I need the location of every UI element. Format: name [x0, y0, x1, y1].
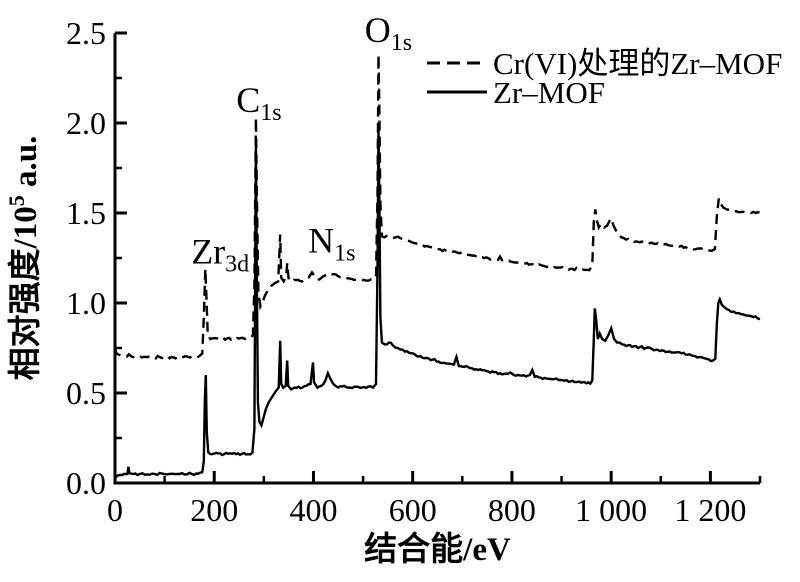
x-axis-tick-label: 400	[289, 492, 337, 528]
y-axis-title: 相对强度/105 a.u.	[4, 136, 44, 381]
x-axis-tick-label: 800	[488, 492, 536, 528]
y-axis-tick-label: 0.0	[66, 465, 106, 501]
peak-label-zr3d: Zr3d	[191, 231, 249, 277]
x-axis-title: 结合能/eV	[364, 531, 511, 568]
x-axis-tick-label: 1 200	[674, 492, 746, 528]
y-axis-tick-label: 2.0	[66, 105, 106, 141]
y-axis-tick-label: 1.5	[66, 195, 106, 231]
y-axis-tick-label: 1.0	[66, 285, 106, 321]
x-axis-tick-label: 1 000	[575, 492, 647, 528]
peak-label-o1s: O1s	[365, 10, 412, 56]
x-axis-tick-label: 600	[389, 492, 437, 528]
y-axis-tick-label: 0.5	[66, 375, 106, 411]
series-zr-mof	[113, 128, 761, 484]
legend-label-solid: Zr–MOF	[493, 75, 605, 110]
y-axis-tick-label: 2.5	[66, 15, 106, 51]
x-axis-tick-label: 200	[190, 492, 238, 528]
legend-label-dashed: Cr(VI)处理的Zr–MOF	[493, 46, 782, 81]
peak-label-n1s: N1s	[308, 221, 355, 267]
series-cr-treated-zr-mof	[113, 54, 761, 360]
peak-label-c1s: C1s	[236, 80, 281, 126]
x-axis-tick-label: 0	[107, 492, 123, 528]
